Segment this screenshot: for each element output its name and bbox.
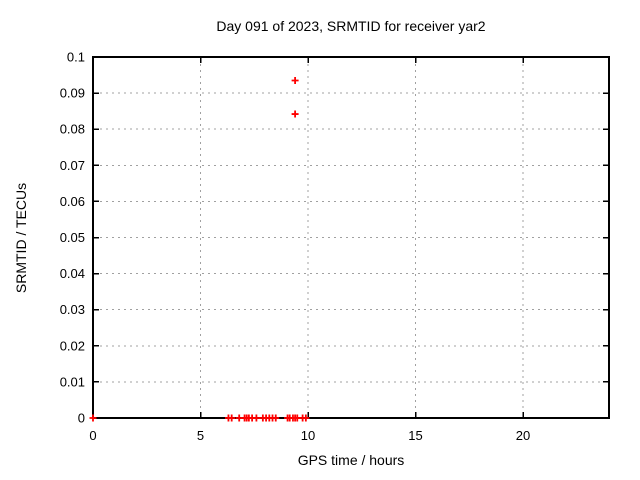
y-tick-label: 0.09: [60, 86, 85, 101]
x-tick-label: 5: [197, 428, 204, 443]
data-point-marker: [291, 110, 299, 118]
x-tick-label: 15: [408, 428, 422, 443]
data-point-marker: [291, 76, 299, 84]
chart-title: Day 091 of 2023, SRMTID for receiver yar…: [216, 18, 486, 34]
y-tick-label: 0.05: [60, 230, 85, 245]
y-tick-label: 0.04: [60, 266, 85, 281]
x-axis-label: GPS time / hours: [297, 452, 405, 468]
x-tick-label: 0: [89, 428, 96, 443]
plot-border: [92, 56, 610, 419]
x-tick-label: 10: [301, 428, 315, 443]
y-tick-label: 0.03: [60, 302, 85, 317]
data-point-marker: [252, 414, 260, 422]
y-tick-label: 0.1: [67, 50, 85, 65]
y-tick-label: 0.07: [60, 158, 85, 173]
data-point-marker: [302, 414, 310, 422]
y-tick-label: 0.06: [60, 194, 85, 209]
data-point-marker: [272, 414, 280, 422]
x-tick-label: 20: [516, 428, 530, 443]
y-tick-label: 0.08: [60, 122, 85, 137]
data-point-marker: [89, 414, 97, 422]
y-tick-label: 0.02: [60, 338, 85, 353]
y-tick-label: 0: [78, 411, 85, 426]
data-point-marker: [228, 414, 236, 422]
y-tick-label: 0.01: [60, 374, 85, 389]
